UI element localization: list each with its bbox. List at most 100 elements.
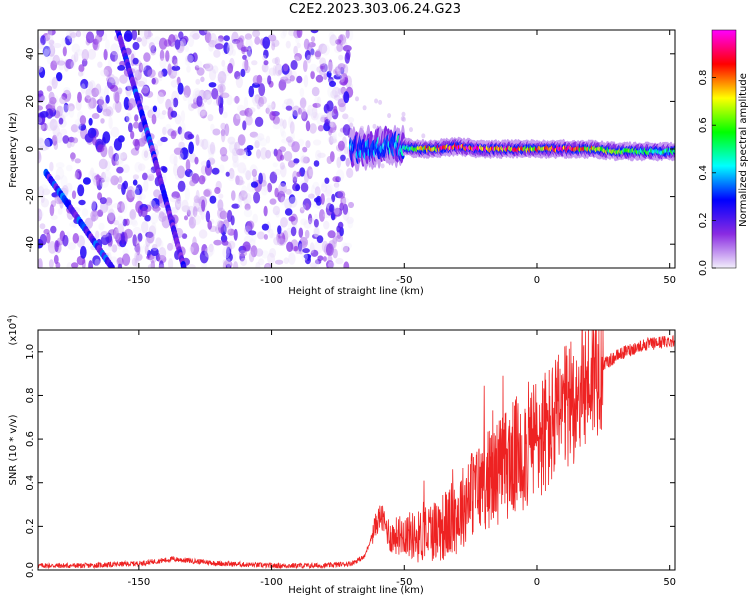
noise-blob [263, 205, 268, 217]
snr-plot-area [38, 330, 675, 570]
noise-blob [176, 165, 186, 179]
y-tick-label: 0.6 [25, 431, 36, 447]
noise-blob [126, 186, 135, 199]
noise-blob [333, 206, 340, 216]
noise-blob [134, 161, 143, 173]
noise-blob [348, 201, 354, 209]
noise-blob [387, 113, 392, 119]
noise-blob [160, 136, 168, 143]
noise-blob [49, 204, 55, 217]
noise-blob [57, 60, 66, 66]
noise-blob [284, 78, 292, 84]
noise-blob [319, 63, 325, 70]
noise-blob [181, 233, 188, 239]
noise-blob [39, 95, 48, 107]
noise-blob [249, 131, 259, 138]
noise-blob [141, 221, 149, 234]
noise-blob [276, 232, 281, 243]
noise-blob [55, 261, 61, 268]
noise-blob [38, 141, 42, 147]
noise-blob [341, 242, 349, 254]
noise-blob [235, 113, 241, 120]
noise-blob [209, 141, 216, 155]
noise-blob [190, 242, 200, 256]
noise-blob [132, 174, 139, 180]
colorbar-tick-label: 0.6 [698, 117, 709, 133]
noise-blob [201, 138, 209, 150]
noise-blob [246, 145, 254, 151]
x-tick-label: -100 [260, 275, 283, 286]
noise-blob [117, 201, 125, 213]
noise-blob [58, 58, 65, 71]
y-tick-label: -20 [25, 188, 36, 204]
noise-blob [213, 239, 223, 246]
noise-blob [204, 62, 213, 70]
noise-blob [258, 96, 265, 107]
noise-blob [103, 176, 110, 182]
noise-blob [265, 107, 270, 114]
noise-blob [242, 120, 247, 131]
noise-blob [255, 261, 261, 268]
noise-blob [315, 74, 324, 83]
noise-blob [170, 79, 179, 88]
noise-blob [141, 131, 146, 144]
diagonal-streak-mark [181, 264, 187, 268]
noise-blob [95, 230, 100, 239]
noise-blob [249, 164, 258, 176]
noise-blob [312, 102, 321, 108]
noise-blob [124, 228, 133, 239]
noise-blob [204, 163, 213, 176]
noise-blob [341, 197, 350, 204]
noise-blob [185, 159, 191, 172]
noise-blob [271, 41, 276, 51]
noise-blob [265, 135, 271, 144]
noise-blob [333, 182, 340, 188]
noise-blob [308, 193, 315, 199]
noise-blob [347, 218, 354, 229]
noise-blob [274, 63, 283, 77]
noise-blob [117, 65, 126, 71]
noise-blob [217, 220, 225, 234]
noise-blob [261, 63, 269, 73]
snr-y-scale-suffix: ) [8, 314, 19, 318]
noise-blob [71, 43, 81, 54]
noise-blob [153, 204, 160, 214]
noise-blob [230, 215, 235, 226]
noise-blob [50, 225, 57, 234]
noise-blob [81, 58, 88, 67]
noise-blob [234, 141, 240, 152]
noise-blob [218, 193, 224, 199]
noise-blob [315, 195, 322, 206]
noise-blob [47, 241, 57, 254]
noise-blob [217, 199, 224, 212]
noise-blob [128, 210, 136, 219]
noise-blob [344, 52, 350, 64]
noise-blob [47, 100, 56, 111]
noise-blob [161, 110, 167, 116]
noise-blob [107, 212, 116, 225]
noise-blob [98, 158, 108, 170]
noise-blob [310, 48, 315, 56]
noise-blob [200, 76, 205, 83]
noise-blob [227, 240, 236, 250]
noise-blob [189, 179, 196, 187]
noise-blob [111, 244, 118, 253]
noise-blob [342, 245, 350, 253]
noise-blob [215, 38, 224, 45]
noise-blob [110, 256, 118, 263]
noise-blob [227, 40, 236, 50]
noise-blob [82, 177, 91, 185]
noise-blob [143, 150, 149, 158]
noise-blob [186, 264, 196, 268]
noise-blob [92, 136, 97, 146]
noise-blob [150, 260, 155, 268]
noise-blob [131, 257, 138, 267]
noise-blob [61, 104, 71, 117]
noise-blob [287, 160, 296, 168]
noise-blob [149, 213, 159, 224]
snr-x-ticks: -150 -100 -50 0 50 [128, 330, 676, 588]
noise-blob [146, 36, 155, 45]
noise-blob [193, 195, 200, 204]
noise-blob [66, 141, 72, 149]
